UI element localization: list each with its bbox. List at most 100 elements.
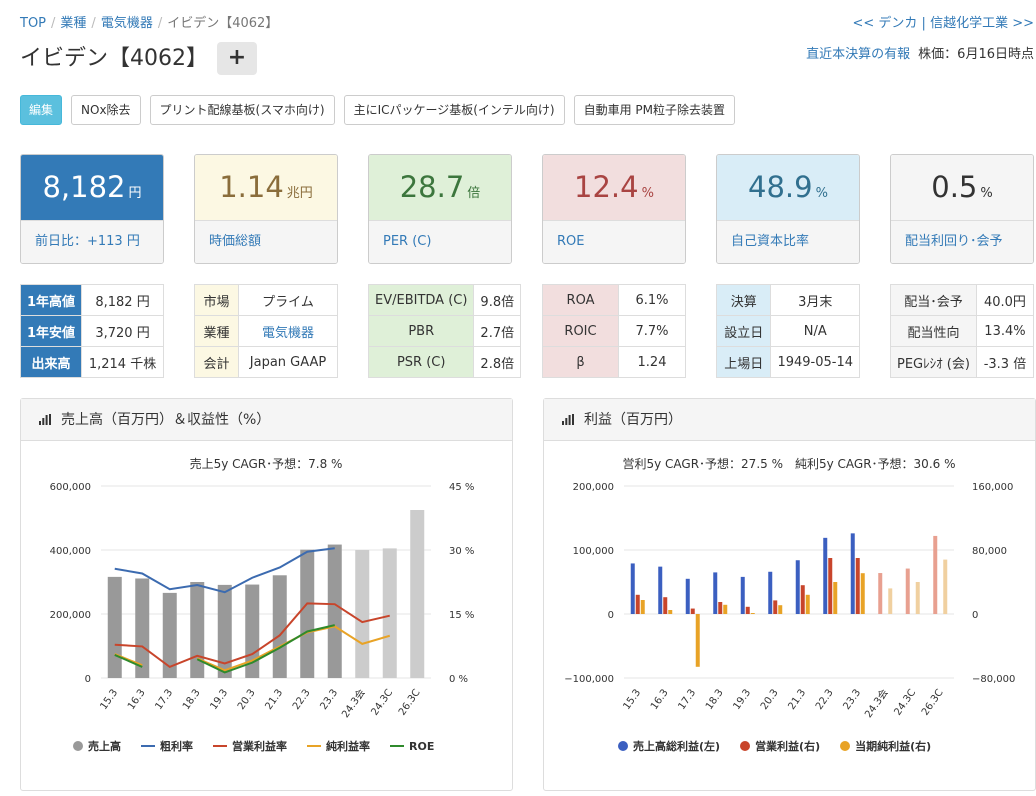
profit-bar: [805, 594, 810, 614]
legend-item[interactable]: 純利益率: [307, 738, 370, 754]
profit-bar: [888, 588, 893, 614]
sales-bar: [410, 510, 425, 678]
y2-tick-label: 0 %: [449, 674, 468, 685]
profit-bar: [640, 600, 645, 614]
x-tick-label: 15.3: [621, 687, 643, 712]
profit-bar: [635, 594, 640, 614]
breadcrumb-sector[interactable]: 業種: [60, 16, 87, 31]
x-tick-label: 24.3会: [862, 686, 891, 720]
tag-item[interactable]: NOx除去: [71, 95, 141, 125]
profit-bar: [713, 572, 718, 614]
x-tick-label: 24.3会: [339, 686, 368, 720]
card-label[interactable]: PER (C): [369, 220, 511, 263]
sales-bar: [355, 550, 370, 678]
sales-bar: [190, 582, 205, 678]
profit-bar: [663, 597, 668, 614]
x-tick-label: 16.3: [126, 687, 148, 712]
breadcrumb-top[interactable]: TOP: [20, 16, 47, 31]
sales-bar: [272, 575, 287, 678]
profit-chart: 営利5y CAGR･予想：27.5 % 純利5y CAGR･予想：30.6 % −…: [564, 456, 1015, 720]
table-key: ROIC: [542, 315, 619, 347]
profit-bar: [750, 613, 755, 614]
profit-bar: [685, 578, 690, 614]
panel-title: 利益（百万円）: [584, 412, 682, 428]
card-label[interactable]: 配当利回り･会予: [891, 220, 1033, 263]
table-key: β: [542, 346, 619, 378]
tag-item[interactable]: 主にICパッケージ基板(インテル向け): [343, 95, 565, 125]
breadcrumb-current: イビデン【4062】: [167, 16, 279, 31]
x-tick-label: 20.3: [759, 687, 781, 712]
table-value: 2.7倍: [473, 315, 522, 347]
y-tick-label: 400,000: [50, 546, 91, 557]
x-tick-label: 18.3: [181, 687, 203, 712]
profit-bar: [690, 608, 695, 614]
card-value: 48.9%: [717, 155, 859, 220]
legend-item[interactable]: 売上高総利益(左): [618, 738, 720, 754]
legend-item[interactable]: ROE: [390, 738, 434, 754]
table-key: 設立日: [715, 315, 772, 347]
table-key: 上場日: [715, 346, 772, 378]
profit-bar: [800, 585, 805, 614]
edit-tags-button[interactable]: 編集: [20, 95, 63, 125]
profit-bar: [695, 614, 700, 667]
card-label[interactable]: ROE: [543, 220, 685, 263]
x-tick-label: 22.3: [291, 687, 313, 712]
table-key: PBR: [367, 315, 475, 347]
x-tick-label: 17.3: [676, 687, 698, 712]
sales-chart-panel: 売上高（百万円）＆収益性（%） 売上5y CAGR･予想：7.8 % 0 0 % 20…: [20, 398, 513, 791]
table-value: 40.0円: [975, 284, 1035, 316]
breadcrumb: TOP / 業種 / 電気機器 / イビデン【4062】: [20, 16, 279, 31]
table-value: 1,214 千株: [81, 346, 164, 378]
card-label: 前日比：+113 円: [21, 220, 163, 263]
legend-item[interactable]: 営業利益(右): [740, 738, 820, 754]
industry-link[interactable]: 電気機器: [238, 315, 338, 347]
add-favorite-button[interactable]: +: [217, 42, 257, 75]
breadcrumb-industry[interactable]: 電気機器: [100, 16, 153, 31]
sales-bar: [162, 592, 177, 678]
profitability-table: ROA 6.1% ROIC 7.7% β 1.24: [542, 284, 686, 378]
tag-item[interactable]: 自動車用 PM粒子除去装置: [573, 95, 736, 125]
profit-bar: [740, 576, 745, 614]
table-key: 1年高値: [19, 284, 83, 316]
legend-item[interactable]: 売上高: [73, 738, 121, 754]
card-label[interactable]: 自己資本比率: [717, 220, 859, 263]
prev-company-link[interactable]: << デンカ: [852, 16, 918, 31]
stock-price-card: 8,182 円 前日比：+113 円: [20, 154, 164, 264]
filing-link[interactable]: 直近本決算の有報: [806, 47, 911, 62]
bar-chart-icon: [562, 414, 574, 425]
table-key: 市場: [194, 284, 239, 316]
roe-card: 12.4% ROE: [542, 154, 686, 264]
x-tick-label: 19.3: [208, 687, 230, 712]
x-tick-label: 24.3C: [892, 687, 918, 717]
table-value: 1949-05-14: [770, 346, 860, 378]
table-value: 6.1%: [618, 284, 686, 316]
legend-item[interactable]: 当期純利益(右): [840, 738, 931, 754]
x-tick-label: 23.3: [318, 687, 340, 712]
x-tick-label: 19.3: [731, 687, 753, 712]
panel-header: 売上高（百万円）＆収益性（%）: [21, 399, 512, 441]
table-key: 決算: [715, 284, 772, 316]
dividend-yield-card: 0.5% 配当利回り･会予: [890, 154, 1034, 264]
sales-bar: [135, 578, 150, 678]
legend-item[interactable]: 粗利率: [141, 738, 193, 754]
panel-title: 売上高（百万円）＆収益性（%）: [61, 412, 271, 428]
sales-bar: [107, 576, 122, 678]
profit-bar: [773, 600, 778, 614]
profit-bar: [850, 533, 855, 614]
y-tick-label: 0: [85, 674, 91, 685]
chart-subtitle: 営利5y CAGR･予想：27.5 % 純利5y CAGR･予想：30.6 %: [622, 456, 955, 471]
table-key: 1年安値: [19, 315, 83, 347]
profit-bar: [943, 559, 948, 614]
tag-item[interactable]: プリント配線基板(スマホ向け): [149, 95, 335, 125]
table-value: 3月末: [770, 284, 860, 316]
profit-bar: [855, 558, 860, 614]
card-label[interactable]: 時価総額: [195, 220, 337, 263]
x-tick-label: 17.3: [153, 687, 175, 712]
nav-divider: |: [921, 16, 926, 31]
card-value: 0.5%: [891, 155, 1033, 220]
table-key: PEGﾚｼｵ (会): [890, 346, 977, 378]
table-value: プライム: [238, 284, 338, 316]
legend-item[interactable]: 営業利益率: [213, 738, 287, 754]
next-company-link[interactable]: 信越化学工業 >>: [930, 16, 1034, 31]
sales-chart: 売上5y CAGR･予想：7.8 % 0 0 % 200,000 15 % 400,000…: [50, 456, 475, 720]
